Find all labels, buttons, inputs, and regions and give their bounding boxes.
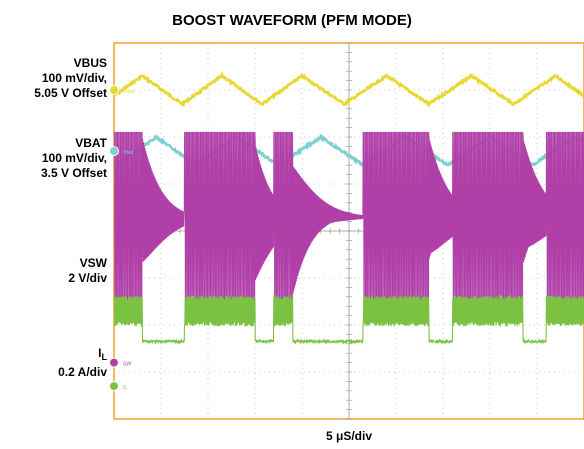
chart-title: BOOST WAVEFORM (PFM MODE) <box>172 12 412 29</box>
il-name-main: I <box>98 346 102 360</box>
channel-markers: Vbus Vbat SW IL <box>109 85 135 392</box>
il-name-sub: L <box>101 352 108 362</box>
vsw-marker-label: SW <box>123 362 131 368</box>
vbat-marker-label: Vbat <box>123 150 134 156</box>
vbus-trace <box>113 71 584 108</box>
vsw-trace <box>114 131 584 301</box>
vbat-label: VBAT 100 mV/div, 3.5 V Offset <box>41 136 107 181</box>
vbus-name: VBUS <box>73 56 107 70</box>
vbus-scale: 100 mV/div, <box>41 71 107 85</box>
vsw-marker <box>109 357 119 368</box>
vsw-scale: 2 V/div <box>68 271 107 285</box>
vbat-scale: 100 mV/div, <box>41 151 107 165</box>
vbat-offset: 3.5 V Offset <box>40 166 107 180</box>
il-label: IL 0.2 A/div <box>58 346 107 380</box>
il-marker <box>109 381 119 392</box>
vbat-marker <box>109 146 119 157</box>
vbus-offset: 5.05 V Offset <box>34 86 107 100</box>
il-name: IL <box>58 346 107 365</box>
vbus-marker <box>109 85 119 95</box>
traces <box>113 71 584 345</box>
vbus-marker-label: Vbus <box>123 89 135 95</box>
il-trace <box>113 293 584 345</box>
vsw-label: VSW 2 V/div <box>68 256 107 286</box>
vsw-name: VSW <box>79 256 107 270</box>
il-marker-label: IL <box>123 385 127 391</box>
x-axis-label: 5 μS/div <box>325 429 373 443</box>
vbat-name: VBAT <box>75 136 107 150</box>
vbus-label: VBUS 100 mV/div, 5.05 V Offset <box>34 56 107 101</box>
il-scale: 0.2 A/div <box>58 365 107 379</box>
